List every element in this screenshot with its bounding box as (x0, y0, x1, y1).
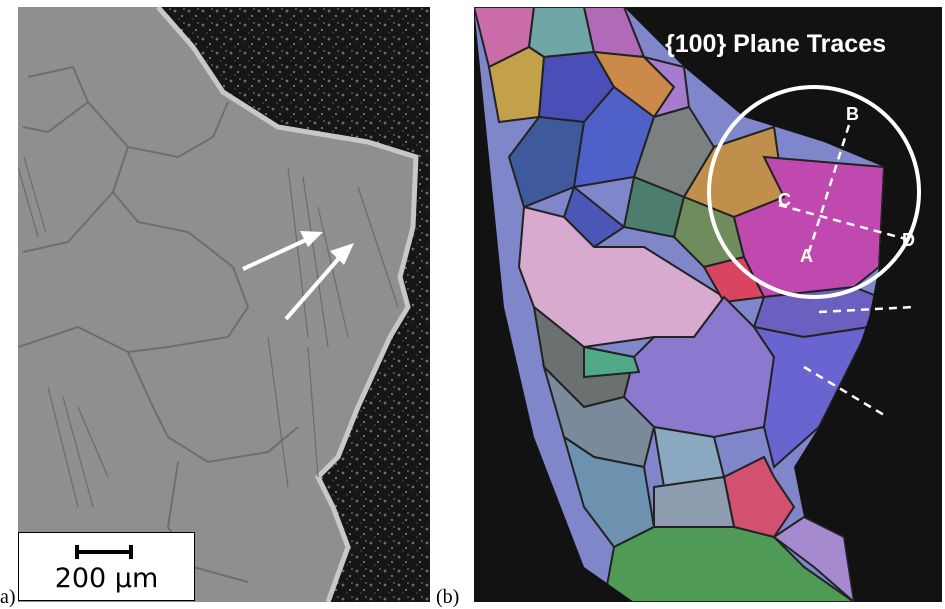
point-label-a: A (800, 246, 813, 266)
scale-bar-box: 200 μm (18, 532, 195, 601)
scale-bar (75, 545, 133, 559)
sem-micrograph (18, 7, 430, 602)
sample-edge-rim (156, 7, 419, 602)
panel-label-b: (b) (436, 586, 460, 608)
scale-bar-label: 200 μm (54, 563, 159, 594)
panel-label-a: a) (0, 586, 16, 608)
panel-b-title: {100} Plane Traces (665, 30, 886, 58)
ebsd-orientation-map (474, 7, 942, 602)
point-label-b: B (846, 104, 859, 124)
highlight-circle (707, 85, 921, 299)
plane-trace-lines (778, 124, 915, 417)
twin-lines (18, 156, 399, 508)
arrows (242, 231, 354, 321)
point-label-d: D (902, 230, 915, 250)
grain-boundaries (18, 65, 299, 583)
point-label-c: C (778, 190, 791, 210)
